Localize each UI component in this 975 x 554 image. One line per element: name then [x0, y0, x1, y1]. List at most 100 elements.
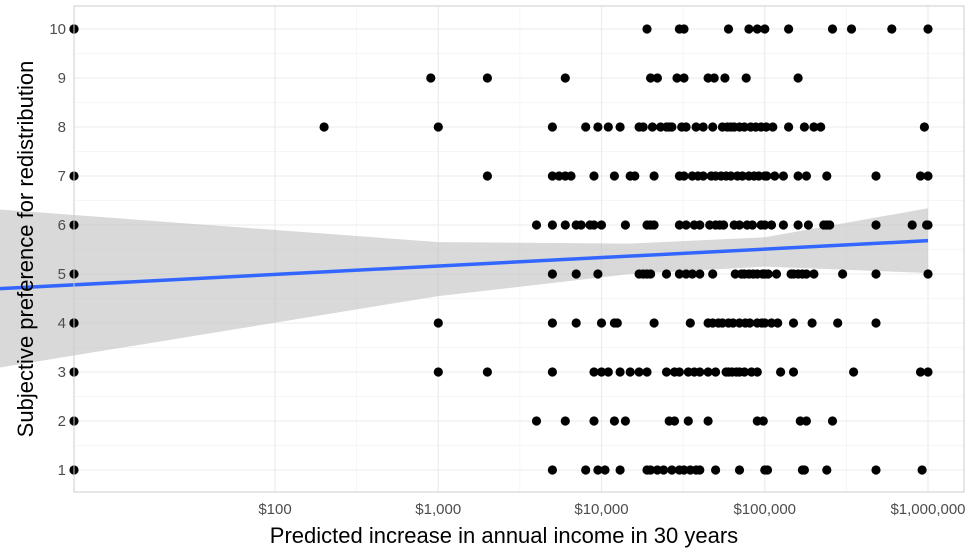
fit-line-layer: [0, 238, 929, 291]
data-point: [723, 24, 734, 34]
data-point: [907, 220, 917, 230]
data-point: [609, 416, 620, 426]
data-point: [646, 269, 656, 279]
data-point: [681, 220, 691, 230]
data-point: [799, 465, 810, 475]
data-point: [661, 269, 672, 279]
data-point: [681, 122, 691, 132]
data-point: [739, 122, 750, 132]
data-point: [615, 465, 625, 475]
data-point: [659, 465, 669, 475]
data-point: [695, 465, 705, 475]
data-point: [620, 220, 631, 230]
data-point: [661, 367, 672, 377]
data-point: [609, 171, 620, 181]
data-point: [646, 73, 656, 83]
data-point: [531, 416, 542, 426]
y-tick-label: 8: [58, 119, 66, 136]
data-point: [773, 318, 783, 328]
data-point: [871, 220, 881, 230]
data-point: [768, 122, 778, 132]
x-tick-label: $10,000: [574, 501, 628, 518]
data-point: [762, 465, 773, 475]
data-point: [547, 171, 558, 181]
data-point: [720, 73, 730, 83]
x-tick-label: $1,000,000: [890, 501, 965, 518]
data-point: [571, 318, 581, 328]
data-point: [793, 171, 803, 181]
x-axis-tick-labels: $100 $1,000 $10,000 $100,000 $1,000,000: [258, 501, 965, 518]
data-point: [603, 367, 613, 377]
data-point: [547, 367, 558, 377]
data-point: [426, 73, 436, 83]
data-point: [799, 122, 810, 132]
data-point: [917, 465, 927, 475]
data-point: [758, 416, 768, 426]
data-point: [698, 122, 708, 132]
data-point: [741, 73, 751, 83]
confidence-band-layer: [0, 208, 928, 368]
y-tick-label: 5: [58, 266, 66, 283]
x-tick-label: $100: [258, 501, 291, 518]
data-point: [589, 220, 599, 230]
data-point: [547, 465, 558, 475]
y-tick-label: 1: [58, 462, 66, 479]
data-point: [560, 73, 570, 83]
data-point: [593, 465, 603, 475]
data-point: [778, 171, 789, 181]
data-point: [679, 73, 689, 83]
data-point: [871, 465, 881, 475]
fit-line: [0, 238, 929, 291]
data-point: [652, 73, 663, 83]
y-tick-label: 9: [58, 70, 66, 87]
data-point: [923, 220, 933, 230]
data-point: [803, 220, 814, 230]
data-point: [698, 171, 708, 181]
data-point: [833, 318, 843, 328]
data-point: [547, 318, 558, 328]
data-point: [919, 122, 930, 132]
data-point: [770, 171, 780, 181]
data-point: [319, 122, 329, 132]
data-point: [612, 318, 622, 328]
y-tick-label: 7: [58, 168, 66, 185]
data-point: [687, 269, 697, 279]
data-point: [667, 122, 677, 132]
x-tick-label: $100,000: [733, 501, 796, 518]
data-point: [923, 367, 933, 377]
data-point: [734, 465, 745, 475]
data-point: [923, 24, 933, 34]
data-point: [547, 122, 558, 132]
data-point: [915, 171, 926, 181]
data-point: [482, 367, 492, 377]
data-point: [482, 73, 492, 83]
data-point: [620, 416, 631, 426]
data-point: [630, 171, 640, 181]
data-point: [596, 220, 607, 230]
data-point: [603, 122, 613, 132]
data-point: [801, 416, 812, 426]
data-point: [708, 122, 718, 132]
data-point: [849, 367, 859, 377]
data-point: [915, 367, 926, 377]
data-point: [871, 318, 881, 328]
data-point: [566, 171, 576, 181]
data-point: [784, 24, 794, 34]
data-point: [547, 220, 558, 230]
data-point: [547, 269, 558, 279]
data-point: [752, 24, 762, 34]
data-point: [669, 416, 680, 426]
y-tick-label: 6: [58, 217, 66, 234]
data-point: [788, 318, 799, 328]
data-point: [766, 220, 777, 230]
data-point: [649, 171, 659, 181]
data-point: [744, 24, 754, 34]
data-point: [581, 465, 591, 475]
data-point: [576, 220, 586, 230]
data-point: [719, 220, 729, 230]
data-point: [709, 73, 719, 83]
data-point: [649, 220, 659, 230]
data-point: [703, 416, 713, 426]
data-point: [838, 269, 848, 279]
